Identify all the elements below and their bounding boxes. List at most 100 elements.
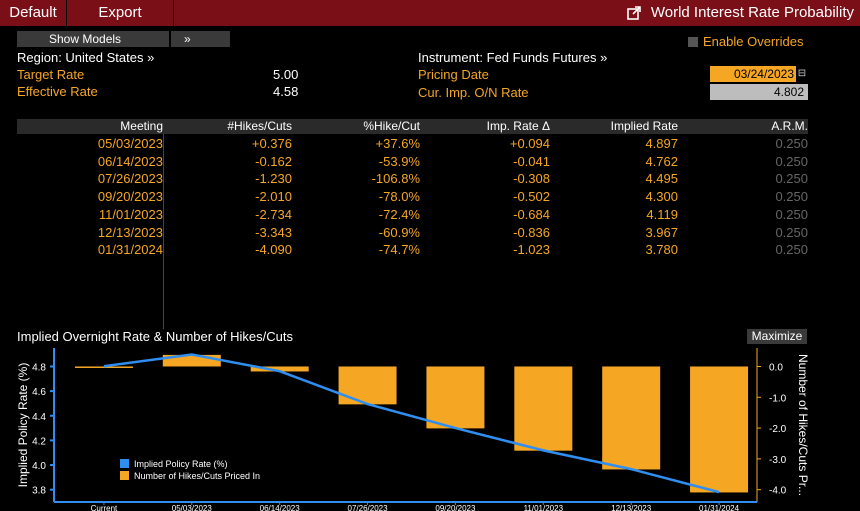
cell-implied-rate: 3.967	[645, 224, 678, 240]
left-tick-label: 4.8	[32, 362, 46, 373]
cell-imp-rate-delta: +0.094	[509, 136, 550, 151]
target-rate-label: Target Rate	[17, 67, 85, 82]
column-header-imp-rate-delta[interactable]: Imp. Rate Δ	[486, 119, 550, 133]
cell-hikes-cuts: -3.343	[255, 224, 292, 240]
column-header-implied-rate[interactable]: Implied Rate	[610, 119, 678, 133]
cell-hikes-cuts: -2.010	[255, 189, 292, 205]
x-tick-label: 09/20/2023	[435, 504, 476, 511]
table-row[interactable]: 11/01/2023 -2.734 -72.4% -0.684 4.119 0.250	[17, 206, 808, 223]
table-row[interactable]: 09/20/2023 -2.010 -78.0% -0.502 4.300 0.250	[17, 188, 808, 205]
x-tick-label: 11/01/2023	[524, 504, 564, 511]
column-header-pct-hike-cut[interactable]: %Hike/Cut	[363, 119, 420, 133]
cell-meeting: 12/13/2023	[97, 224, 163, 240]
left-tick-label: 4.4	[32, 412, 46, 423]
top-toolbar: Default Export World Interest Rate Proba…	[0, 0, 860, 26]
table-row[interactable]: 07/26/2023 -1.230 -106.8% -0.308 4.495 0.250	[17, 170, 808, 187]
cell-arm: 0.250	[775, 206, 808, 222]
bar-hikes-cuts	[250, 366, 309, 372]
meetings-table: Meeting #Hikes/Cuts %Hike/Cut Imp. Rate …	[17, 119, 808, 329]
cell-pct-hike-cut: -53.9%	[378, 153, 420, 169]
cell-arm: 0.250	[775, 189, 808, 205]
cell-pct-hike-cut: +37.6%	[375, 136, 420, 151]
show-models-button[interactable]: Show Models »	[17, 31, 230, 47]
region-selector[interactable]: Region: United States »	[17, 50, 155, 65]
cell-implied-rate: 4.300	[645, 189, 678, 205]
cell-implied-rate: 4.897	[645, 136, 678, 151]
bar-hikes-cuts	[690, 366, 749, 493]
cell-hikes-cuts: -1.230	[255, 171, 292, 187]
legend-label-bars: Number of Hikes/Cuts Priced In	[134, 471, 260, 481]
table-row[interactable]: 05/03/2023 +0.376 +37.6% +0.094 4.897 0.250	[17, 135, 808, 152]
cell-imp-rate-delta: -0.308	[513, 171, 550, 187]
pricing-date-input[interactable]: 03/24/2023	[710, 66, 796, 82]
export-button[interactable]: Export	[67, 0, 174, 26]
enable-overrides-label: Enable Overrides	[703, 34, 804, 49]
cell-meeting: 07/26/2023	[97, 171, 163, 187]
cell-meeting: 01/31/2024	[97, 242, 163, 258]
table-row[interactable]: 12/13/2023 -3.343 -60.9% -0.836 3.967 0.250	[17, 224, 808, 241]
right-tick-label: -4.0	[769, 486, 787, 497]
chart-title: Implied Overnight Rate & Number of Hikes…	[17, 329, 293, 344]
left-tick-label: 4.2	[32, 436, 46, 447]
instrument-selector[interactable]: Instrument: Fed Funds Futures »	[418, 50, 608, 65]
cell-arm: 0.250	[775, 136, 808, 151]
cur-rate-field[interactable]: 4.802	[710, 84, 808, 100]
bar-hikes-cuts	[74, 366, 133, 368]
default-button[interactable]: Default	[0, 0, 67, 26]
column-header-arm[interactable]: A.R.M.	[771, 119, 808, 133]
cell-pct-hike-cut: -106.8%	[371, 171, 420, 187]
cell-implied-rate: 4.762	[645, 153, 678, 169]
chart-header: Implied Overnight Rate & Number of Hikes…	[17, 330, 808, 344]
bar-hikes-cuts	[338, 366, 397, 405]
cell-implied-rate: 4.119	[646, 206, 678, 222]
cell-implied-rate: 3.780	[645, 242, 678, 258]
cell-hikes-cuts: +0.376	[251, 136, 292, 151]
cell-meeting: 11/01/2023	[98, 206, 163, 222]
window-title-text: World Interest Rate Probability	[650, 4, 854, 21]
right-axis-label: Number of Hikes/Cuts Pr...	[796, 354, 810, 496]
cell-implied-rate: 4.495	[645, 171, 678, 187]
effective-rate-value: 4.58	[273, 84, 299, 99]
bar-hikes-cuts	[602, 366, 661, 470]
effective-rate-label: Effective Rate	[17, 84, 98, 99]
left-axis-label: Implied Policy Rate (%)	[16, 363, 30, 488]
external-link-icon[interactable]	[627, 6, 641, 20]
cell-imp-rate-delta: -0.684	[513, 206, 550, 222]
table-header: Meeting #Hikes/Cuts %Hike/Cut Imp. Rate …	[17, 119, 808, 134]
bar-hikes-cuts	[162, 354, 221, 367]
maximize-button[interactable]: Maximize	[747, 329, 807, 344]
cell-meeting: 05/03/2023	[97, 136, 163, 151]
cell-arm: 0.250	[775, 171, 808, 187]
cell-meeting: 06/14/2023	[97, 153, 163, 169]
bar-hikes-cuts	[514, 366, 573, 451]
target-rate-value: 5.00	[273, 67, 299, 82]
x-tick-label: Current	[91, 504, 118, 511]
enable-overrides-checkbox[interactable]: Enable Overrides	[688, 34, 803, 49]
cell-imp-rate-delta: -0.502	[513, 189, 550, 205]
show-models-label: Show Models	[49, 32, 122, 46]
cell-pct-hike-cut: -74.7%	[378, 242, 420, 258]
right-tick-label: -3.0	[769, 455, 787, 466]
legend-box	[113, 455, 279, 485]
left-tick-label: 4.0	[32, 461, 46, 472]
cell-arm: 0.250	[775, 153, 808, 169]
table-row[interactable]: 01/31/2024 -4.090 -74.7% -1.023 3.780 0.250	[17, 241, 808, 258]
column-header-meeting[interactable]: Meeting	[120, 119, 163, 133]
cur-rate-label: Cur. Imp. O/N Rate	[418, 85, 529, 100]
cell-meeting: 09/20/2023	[97, 189, 163, 205]
x-tick-label: 12/13/2023	[611, 504, 652, 511]
bar-hikes-cuts	[426, 366, 485, 429]
column-header-hikes-cuts[interactable]: #Hikes/Cuts	[227, 119, 292, 133]
calendar-icon[interactable]: ⊟	[796, 66, 808, 82]
cell-imp-rate-delta: -0.836	[513, 224, 550, 240]
column-divider	[163, 134, 164, 329]
table-row[interactable]: 06/14/2023 -0.162 -53.9% -0.041 4.762 0.250	[17, 153, 808, 170]
checkbox-icon[interactable]	[688, 37, 698, 47]
implied-rate-line	[103, 353, 720, 494]
expand-arrows-icon[interactable]: »	[184, 32, 191, 46]
legend-label-line: Implied Policy Rate (%)	[134, 459, 228, 469]
cell-pct-hike-cut: -72.4%	[378, 206, 420, 222]
left-tick-label: 3.8	[32, 486, 46, 497]
x-tick-label: 07/26/2023	[348, 504, 389, 511]
rate-chart: 4.8 4.6 4.4 4.2 4.0 3.8 0.0 -1.0 -2.0 -3.0 -4.0 Imp…	[16, 348, 810, 511]
